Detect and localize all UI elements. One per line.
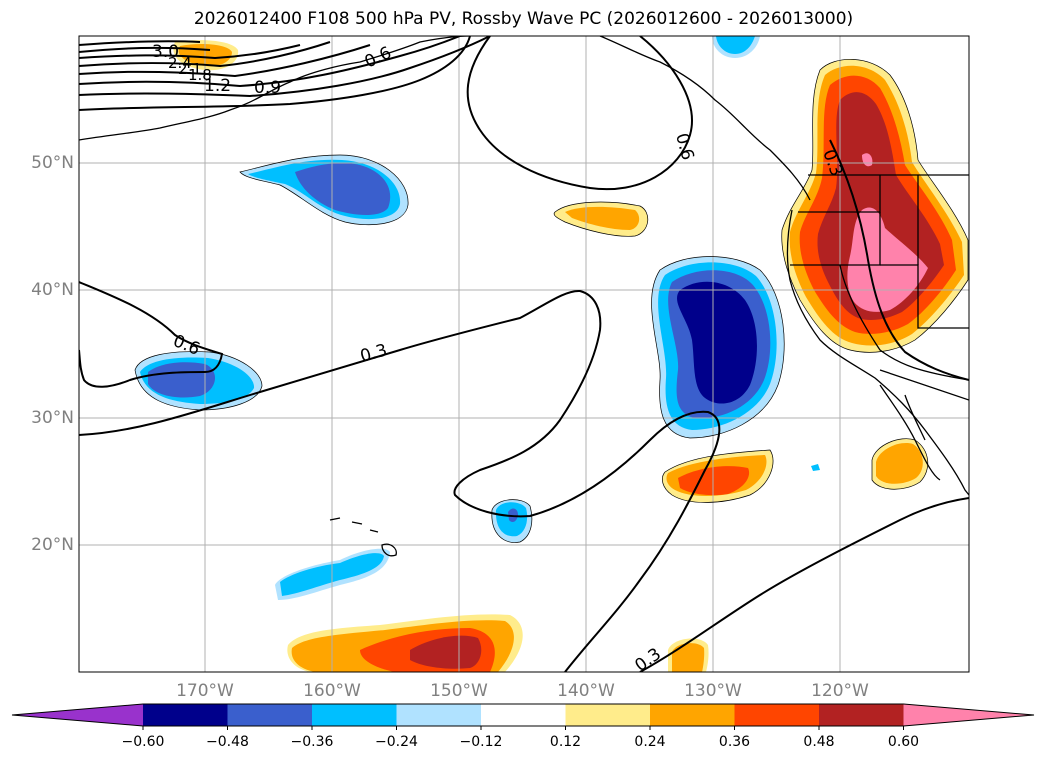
pv-anomaly-negative-146w	[491, 499, 532, 543]
contour-label: 0.9	[254, 78, 281, 98]
colorbar-bin	[312, 704, 397, 726]
pv-anomaly-negative-160w	[240, 155, 409, 225]
contour-label: 0.3	[631, 644, 665, 676]
colorbar-bin	[565, 704, 651, 726]
colorbar-extend-low	[12, 704, 143, 726]
colorbar-tick-label: 0.60	[887, 734, 920, 750]
colorbar-tick-label: −0.12	[459, 734, 503, 750]
colorbar-tick-label: 0.12	[549, 734, 582, 750]
contour-label: 0.6	[362, 43, 395, 73]
colorbar-bin	[143, 704, 228, 726]
map-title: 2026012400 F108 500 hPa PV, Rossby Wave …	[193, 9, 854, 29]
lat-label-30n: 30°N	[31, 408, 74, 428]
colorbar-bin	[819, 704, 904, 726]
pv-anomaly-negative-tiny	[811, 464, 820, 471]
pv-anomaly-positive-133w-south	[668, 638, 709, 672]
contour-label: 2.4	[168, 54, 192, 72]
pv-anomaly-positive-132w	[662, 450, 774, 503]
colorbar-tick-label: −0.36	[290, 734, 334, 750]
lon-label-120w: 120°W	[811, 681, 869, 701]
colorbar-extend-high	[903, 704, 1034, 726]
graticule	[79, 36, 969, 672]
colorbar-tick-label: 0.36	[718, 734, 751, 750]
colorbar-bin	[396, 704, 482, 726]
pv-anomaly-positive-143w	[554, 202, 648, 237]
pv-anomaly-positive-116w	[872, 438, 928, 490]
colorbar-tick-label: −0.48	[206, 734, 249, 750]
contour-label: 3.0	[152, 42, 179, 62]
pv-anomaly-negative-131w	[651, 256, 785, 438]
lon-label-140w: 140°W	[557, 681, 615, 701]
lon-label-170w: 170°W	[176, 681, 234, 701]
lat-label-40n: 40°N	[31, 280, 74, 300]
lat-label-20n: 20°N	[31, 535, 74, 555]
lon-label-130w: 130°W	[684, 681, 742, 701]
contour-label: 1.2	[204, 76, 231, 96]
contour-label: 0.3	[358, 341, 389, 367]
pv-anomaly-positive-west-us	[781, 59, 968, 353]
colorbar-bin	[650, 704, 735, 726]
colorbar-tick-label: −0.60	[121, 734, 165, 750]
contour-label: 0.6	[671, 131, 697, 162]
anomaly-outlines	[134, 59, 969, 543]
lon-label-150w: 150°W	[430, 681, 488, 701]
colorbar	[11, 703, 1035, 730]
lat-label-50n: 50°N	[31, 153, 74, 173]
contour-label: 2.1	[178, 60, 202, 78]
colorbar-bin	[734, 704, 820, 726]
colorbar-tick-label: −0.24	[375, 734, 418, 750]
colorbar-tick-label: 0.48	[803, 734, 835, 750]
lon-label-160w: 160°W	[303, 681, 361, 701]
pv-anomaly-positive-150w	[287, 614, 523, 672]
colorbar-bin	[227, 704, 313, 726]
colorbar-tick-label: 0.24	[634, 734, 666, 750]
pv-anomaly-negative-north	[712, 36, 760, 58]
colorbar-bin	[481, 704, 566, 726]
pv-anomaly-negative-170w	[135, 351, 262, 410]
contour-label: 1.8	[188, 66, 212, 84]
map-frame	[78, 35, 970, 673]
